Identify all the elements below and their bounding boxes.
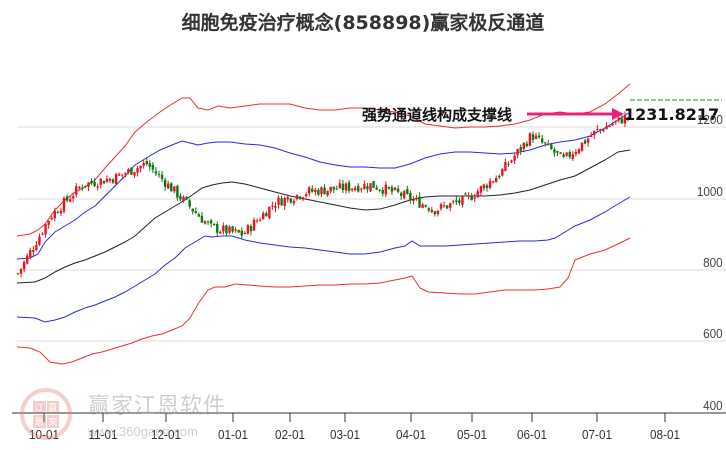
candlesticks (16, 111, 630, 278)
watermark-url: www.360gann.com (88, 424, 198, 439)
y-tick-400: 400 (703, 398, 723, 413)
y-tick-1200: 1200 (696, 112, 723, 127)
x-tick-label: 12-01 (151, 427, 181, 442)
logo-char: 赢 (46, 401, 59, 414)
x-tick-label: 04-01 (396, 427, 426, 442)
logo-char: 恩 (33, 415, 46, 428)
x-tick-label: 01-01 (218, 427, 248, 442)
grid-lines (17, 126, 726, 342)
y-tick-800: 800 (703, 255, 723, 270)
x-tick-label: 05-01 (457, 427, 487, 442)
x-tick-label: 11-01 (88, 427, 118, 442)
logo-char: 江 (33, 401, 46, 414)
x-tick-label: 02-01 (275, 427, 305, 442)
x-tick-label: 07-01 (582, 427, 612, 442)
lower-outer-band (16, 237, 631, 365)
upper-outer-band (16, 83, 631, 237)
lower-inner-band (16, 196, 631, 323)
x-tick-label: 08-01 (650, 427, 680, 442)
upper-inner-band (16, 111, 631, 260)
annotation-arrow (527, 108, 624, 120)
x-tick-label: 06-01 (517, 427, 547, 442)
chart-title: 细胞免疫治疗概念(858898)赢家极反通道 (181, 12, 545, 34)
logo-char: 家 (46, 415, 59, 428)
watermark-logo-icon: 江 赢 恩 家 (20, 388, 72, 440)
x-axis-ticks (43, 413, 666, 422)
last-value-label: 1231.8217 (624, 105, 720, 124)
annotation-label: 强势通道线构成支撑线 (362, 106, 513, 124)
x-tick-label: 03-01 (330, 427, 360, 442)
y-tick-1000: 1000 (696, 184, 723, 199)
watermark-brand: 赢家江恩软件 (88, 394, 227, 419)
middle-line (16, 149, 631, 284)
y-tick-600: 600 (703, 326, 723, 341)
